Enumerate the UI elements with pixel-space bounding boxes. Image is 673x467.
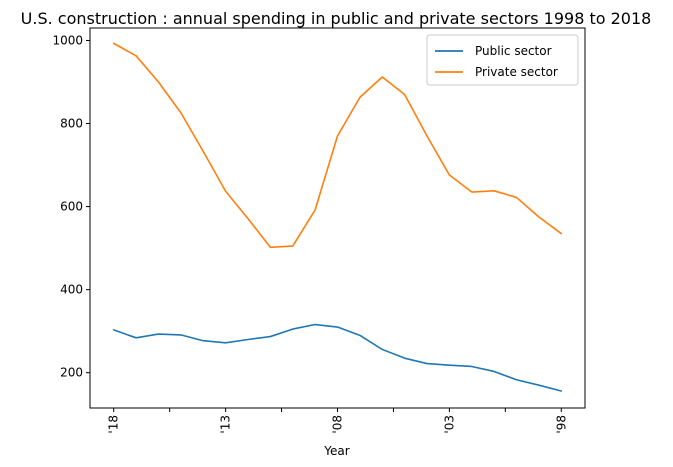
- series-layer: [112, 42, 563, 392]
- x-axis: '18 '13 '08 '03 '98: [107, 408, 568, 434]
- legend-box: [426, 34, 579, 86]
- legend-label: Public sector: [475, 44, 552, 58]
- y-tick-label: 1000: [52, 33, 83, 47]
- y-tick-label: 600: [60, 200, 83, 214]
- x-tick-label: '98: [554, 415, 568, 434]
- y-axis: 200 400 600 800 1000: [52, 33, 90, 380]
- y-tick-label: 200: [60, 366, 83, 380]
- y-tick-label: 400: [60, 283, 83, 297]
- series-line-private-sector: [112, 42, 563, 249]
- legend-label: Private sector: [475, 65, 558, 79]
- x-tick-label: '03: [442, 415, 456, 434]
- x-tick-label: '08: [331, 415, 345, 434]
- legend: Public sector Private sector: [426, 34, 579, 86]
- x-tick-label: '13: [219, 415, 233, 434]
- chart-title: U.S. construction : annual spending in p…: [21, 9, 652, 28]
- x-tick-label: '18: [107, 415, 121, 434]
- x-axis-label: Year: [323, 444, 349, 458]
- series-line-public-sector: [112, 323, 563, 392]
- y-tick-label: 800: [60, 117, 83, 131]
